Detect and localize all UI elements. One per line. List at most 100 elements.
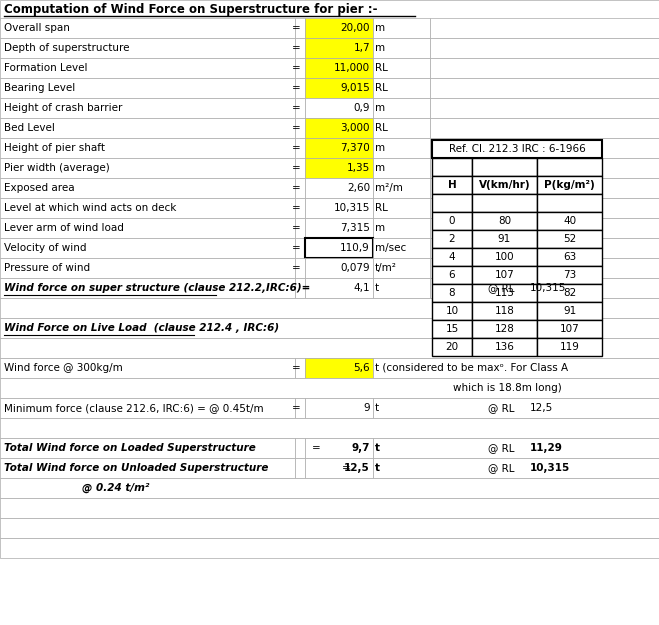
Bar	[373, 438, 659, 458]
Bar	[472, 212, 537, 230]
Bar	[537, 176, 602, 194]
Bar	[430, 278, 659, 298]
Text: 9: 9	[363, 403, 370, 413]
Text: 73: 73	[563, 270, 576, 280]
Bar	[537, 302, 602, 320]
Bar	[0, 0, 659, 20]
Bar	[373, 78, 430, 98]
Text: =: =	[292, 43, 301, 53]
Bar	[295, 118, 305, 138]
Bar	[432, 194, 472, 212]
Text: 10,315: 10,315	[333, 203, 370, 213]
Bar	[295, 398, 305, 418]
Bar	[295, 218, 305, 238]
Text: Total Wind force on Unloaded Superstructure: Total Wind force on Unloaded Superstruct…	[4, 463, 268, 473]
Bar	[0, 138, 295, 158]
Bar	[373, 178, 430, 198]
Text: t: t	[375, 443, 380, 453]
Bar	[305, 58, 373, 78]
Text: 12,5: 12,5	[530, 403, 554, 413]
Bar	[305, 238, 373, 258]
Text: =: =	[292, 143, 301, 153]
Text: @ RL: @ RL	[488, 403, 515, 413]
Bar	[0, 418, 659, 438]
Text: 0,079: 0,079	[341, 263, 370, 273]
Text: 118: 118	[494, 306, 515, 316]
Text: @ 0.24 t/m²: @ 0.24 t/m²	[82, 483, 150, 493]
Bar	[295, 138, 305, 158]
Text: 5,6: 5,6	[353, 363, 370, 373]
Bar	[0, 218, 295, 238]
Bar	[472, 266, 537, 284]
Bar	[430, 118, 659, 138]
Bar	[432, 248, 472, 266]
Bar	[537, 158, 602, 176]
Bar	[472, 302, 537, 320]
Text: Height of pier shaft: Height of pier shaft	[4, 143, 105, 153]
Bar	[472, 176, 537, 194]
Bar	[537, 194, 602, 212]
Bar	[0, 178, 295, 198]
Bar	[305, 158, 373, 178]
Text: m: m	[375, 103, 385, 113]
Text: t/m²: t/m²	[375, 263, 397, 273]
Bar	[0, 118, 295, 138]
Text: which is 18.8m long): which is 18.8m long)	[453, 383, 561, 393]
Bar	[0, 478, 659, 498]
Text: 80: 80	[498, 216, 511, 226]
Text: m: m	[375, 23, 385, 33]
Bar	[295, 278, 305, 298]
Text: 52: 52	[563, 234, 576, 244]
Bar	[305, 438, 373, 458]
Bar	[432, 140, 602, 158]
Bar	[295, 158, 305, 178]
Text: =: =	[292, 243, 301, 253]
Text: Computation of Wind Force on Superstructure for pier :-: Computation of Wind Force on Superstruct…	[4, 2, 378, 16]
Bar	[305, 458, 373, 478]
Text: 0,9: 0,9	[353, 103, 370, 113]
Text: =: =	[292, 183, 301, 193]
Text: 91: 91	[498, 234, 511, 244]
Text: =: =	[292, 203, 301, 213]
Bar	[305, 398, 373, 418]
Bar	[373, 278, 430, 298]
Text: 1,7: 1,7	[353, 43, 370, 53]
Text: 128: 128	[494, 324, 515, 334]
Bar	[0, 238, 295, 258]
Bar	[305, 258, 373, 278]
Bar	[430, 78, 659, 98]
Text: m²/m: m²/m	[375, 183, 403, 193]
Bar	[305, 358, 373, 378]
Text: 2: 2	[449, 234, 455, 244]
Text: Velocity of wind: Velocity of wind	[4, 243, 86, 253]
Text: Bed Level: Bed Level	[4, 123, 55, 133]
Text: m: m	[375, 43, 385, 53]
Bar	[0, 318, 659, 338]
Bar	[305, 278, 373, 298]
Text: 82: 82	[563, 288, 576, 298]
Bar	[0, 518, 659, 538]
Bar	[0, 278, 295, 298]
Bar	[305, 198, 373, 218]
Bar	[472, 320, 537, 338]
Bar	[373, 38, 430, 58]
Bar	[432, 284, 472, 302]
Text: Pier width (average): Pier width (average)	[4, 163, 110, 173]
Text: =: =	[292, 403, 301, 413]
Text: 9,015: 9,015	[340, 83, 370, 93]
Text: Lever arm of wind load: Lever arm of wind load	[4, 223, 124, 233]
Bar	[432, 230, 472, 248]
Bar	[295, 58, 305, 78]
Text: 113: 113	[494, 288, 515, 298]
Bar	[305, 178, 373, 198]
Bar	[0, 258, 295, 278]
Bar	[430, 158, 659, 178]
Bar	[430, 258, 659, 278]
Text: 107: 107	[559, 324, 579, 334]
Bar	[295, 438, 305, 458]
Bar	[430, 58, 659, 78]
Text: =: =	[292, 63, 301, 73]
Text: 0: 0	[449, 216, 455, 226]
Text: RL: RL	[375, 63, 388, 73]
Text: =: =	[341, 463, 351, 473]
